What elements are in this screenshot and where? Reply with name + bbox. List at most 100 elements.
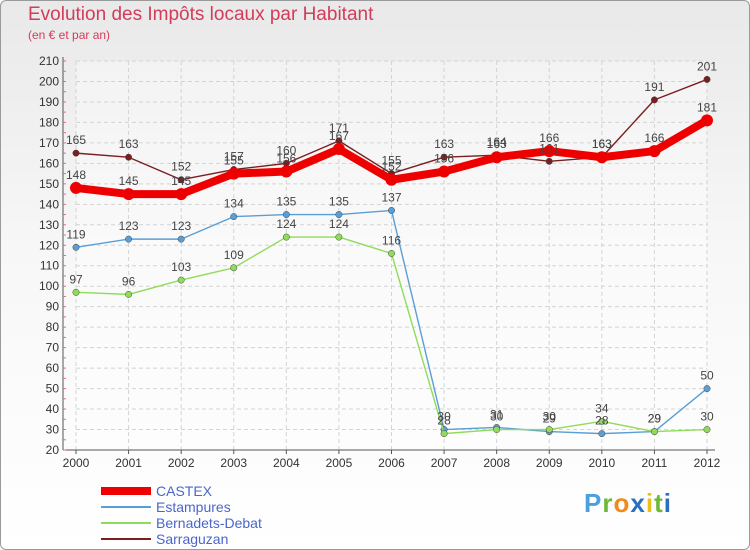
- data-label-bernadets-debat: 103: [171, 260, 191, 274]
- data-label-castex: 145: [171, 174, 191, 188]
- data-point-estampures: [177, 235, 185, 243]
- data-point-castex: [595, 151, 608, 164]
- data-label-estampures: 50: [700, 369, 714, 383]
- data-label-sarraguzan: 161: [539, 141, 559, 155]
- axes: 20 30 40 50 60 70 80 90 100 110 120 130 140 150 160 170…: [39, 54, 721, 470]
- data-point-bernadets-debat: [440, 430, 448, 438]
- data-point-bernadets-debat: [703, 426, 711, 433]
- x-tick-label: 2012: [694, 456, 721, 470]
- data-label-bernadets-debat: 29: [648, 412, 662, 426]
- y-tick-label: 200: [39, 74, 59, 88]
- data-label-castex: 163: [487, 137, 507, 151]
- data-point-bernadets-debat: [125, 290, 133, 298]
- data-point-sarraguzan: [177, 176, 185, 184]
- legend-label-castex: CASTEX: [156, 483, 213, 499]
- data-label-estampures: 123: [119, 219, 139, 233]
- data-label-estampures: 30: [437, 410, 451, 424]
- data-label-castex: 167: [329, 129, 349, 143]
- series-lines: [70, 75, 713, 438]
- data-label-bernadets-debat: 124: [276, 217, 296, 231]
- y-tick-label: 180: [39, 115, 59, 129]
- legend-label-sarraguzan: Sarraguzan: [156, 531, 229, 547]
- data-label-sarraguzan: 163: [119, 137, 139, 151]
- proxiti-logo: Proxiti: [584, 488, 672, 519]
- data-point-castex: [280, 165, 293, 178]
- data-point-estampures: [388, 207, 395, 214]
- data-point-sarraguzan: [125, 153, 133, 161]
- data-label-estampures: 137: [381, 190, 401, 204]
- legend-item-castex: CASTEX: [101, 483, 262, 499]
- y-tick-label: 170: [39, 136, 59, 150]
- x-tick-label: 2009: [536, 456, 563, 470]
- data-label-bernadets-debat: 96: [122, 274, 136, 288]
- y-tick-label: 80: [46, 320, 60, 334]
- x-tick-label: 2011: [642, 456, 668, 470]
- y-tick-label: 20: [46, 443, 60, 457]
- data-label-castex: 155: [224, 154, 244, 168]
- data-label-estampures: 123: [171, 219, 191, 233]
- data-point-castex: [490, 151, 503, 164]
- x-tick-label: 2003: [220, 456, 247, 470]
- data-point-estampures: [598, 430, 606, 438]
- data-label-sarraguzan: 171: [329, 121, 349, 135]
- data-point-sarraguzan: [440, 153, 448, 161]
- x-tick-label: 2005: [326, 456, 353, 470]
- data-point-bernadets-debat: [598, 417, 606, 425]
- data-label-bernadets-debat: 124: [329, 217, 349, 231]
- data-label-castex: 152: [381, 160, 401, 174]
- y-tick-label: 50: [46, 382, 60, 396]
- data-point-sarraguzan: [72, 149, 80, 157]
- y-tick-label: 210: [39, 54, 59, 68]
- data-point-castex: [70, 181, 82, 194]
- data-label-bernadets-debat: 30: [700, 410, 714, 424]
- brand-letter: P: [584, 488, 603, 518]
- y-tick-label: 30: [46, 423, 60, 437]
- data-point-bernadets-debat: [335, 233, 343, 241]
- legend-label-bernadets-debat: Bernadets-Debat: [156, 515, 262, 531]
- brand-letter: o: [613, 488, 631, 518]
- data-point-castex: [122, 188, 135, 201]
- data-label-castex: 156: [434, 152, 454, 166]
- data-label-sarraguzan: 152: [171, 160, 191, 174]
- x-tick-label: 2007: [431, 456, 458, 470]
- data-label-estampures: 135: [329, 195, 349, 209]
- chart-subtitle: (en € et par an): [28, 28, 111, 42]
- data-label-bernadets-debat: 97: [69, 272, 83, 286]
- x-tick-label: 2008: [483, 456, 510, 470]
- data-label-sarraguzan: 157: [224, 150, 244, 164]
- data-label-castex: 166: [644, 131, 664, 145]
- data-point-estampures: [703, 385, 711, 393]
- data-point-sarraguzan: [545, 157, 553, 165]
- legend-swatch-sarraguzan: [101, 538, 151, 540]
- data-label-sarraguzan: 163: [434, 137, 454, 151]
- y-tick-label: 70: [46, 341, 60, 355]
- data-label-sarraguzan: 160: [276, 143, 296, 157]
- legend: CASTEX Estampures Bernadets-Debat Sarrag…: [101, 483, 262, 547]
- x-tick-label: 2002: [168, 456, 195, 470]
- y-tick-label: 140: [39, 197, 59, 211]
- x-tick-label: 2010: [588, 456, 615, 470]
- data-label-castex: 181: [697, 100, 717, 114]
- legend-swatch-bernadets-debat: [101, 522, 151, 524]
- data-point-castex: [385, 173, 398, 186]
- data-label-bernadets-debat: 34: [595, 401, 609, 415]
- y-tick-label: 100: [39, 279, 59, 293]
- data-point-castex: [227, 167, 240, 180]
- x-tick-label: 2006: [378, 456, 405, 470]
- data-point-castex: [543, 145, 556, 158]
- data-point-castex: [648, 145, 661, 158]
- data-label-estampures: 134: [224, 197, 244, 211]
- data-label-estampures: 119: [66, 227, 85, 241]
- data-point-bernadets-debat: [230, 264, 238, 272]
- data-label-estampures: 28: [595, 414, 609, 428]
- data-label-castex: 148: [66, 168, 86, 182]
- legend-swatch-castex: [101, 487, 151, 495]
- brand-letter: x: [630, 488, 646, 518]
- legend-label-estampures: Estampures: [156, 499, 231, 515]
- data-label-estampures: 31: [490, 407, 504, 421]
- brand-letter: i: [645, 488, 655, 518]
- data-point-estampures: [282, 211, 290, 219]
- data-label-sarraguzan: 163: [592, 137, 612, 151]
